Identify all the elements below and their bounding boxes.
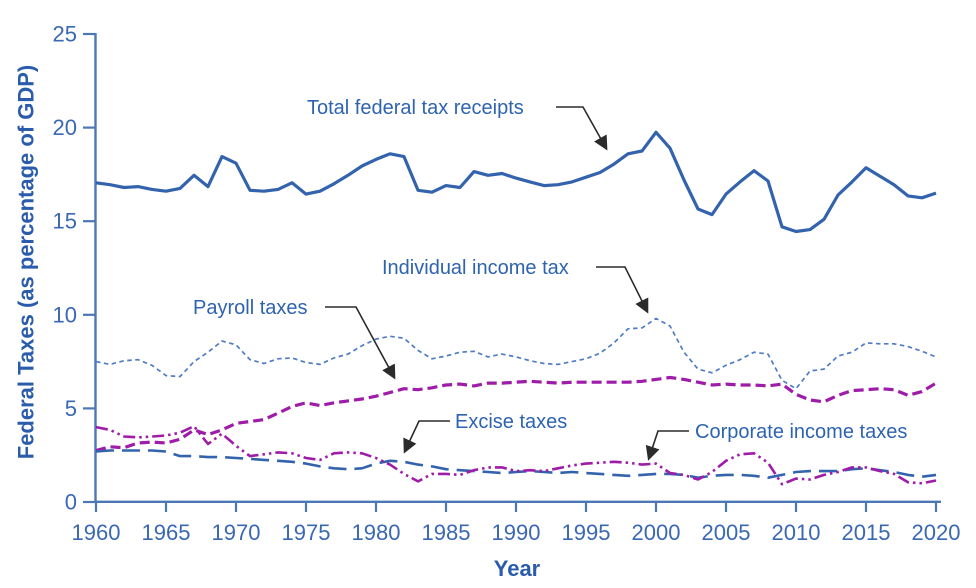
callout-arrow-individual-income-tax — [596, 266, 649, 314]
x-tick-label: 1965 — [142, 520, 191, 545]
x-tick-label: 1970 — [212, 520, 261, 545]
callout-arrow-corporate-income-taxes — [645, 430, 689, 461]
x-tick-label: 2000 — [632, 520, 681, 545]
annotation-label-total-federal-tax-receipts: Total federal tax receipts — [307, 97, 524, 119]
x-tick-label: 2015 — [842, 520, 891, 545]
series-line-excise-taxes — [95, 449, 937, 479]
x-axis-title: Year — [494, 556, 541, 581]
y-tick-label: 5 — [65, 396, 77, 421]
callout-arrow-payroll-taxes — [325, 306, 396, 380]
x-tick-label: 2020 — [912, 520, 961, 545]
y-tick-label: 15 — [53, 209, 77, 234]
y-tick-label: 25 — [53, 22, 77, 47]
series-line-individual-income-tax — [95, 317, 937, 390]
axes — [94, 33, 941, 503]
x-tick-label: 1990 — [492, 520, 541, 545]
callout-arrow-excise-taxes — [403, 420, 450, 454]
y-tick-label: 20 — [53, 115, 77, 140]
series-annotations: Total federal tax receipts Individual inc… — [193, 97, 907, 461]
x-tick-label: 1975 — [282, 520, 331, 545]
annotation-label-individual-income-tax: Individual income tax — [382, 257, 569, 279]
y-axis-ticks: 0 5 10 15 20 25 — [53, 22, 96, 515]
annotation-label-excise-taxes: Excise taxes — [455, 411, 567, 433]
x-tick-label: 1995 — [562, 520, 611, 545]
y-tick-label: 0 — [65, 490, 77, 515]
series-lines — [95, 130, 937, 486]
series-line-total-federal-tax-receipts — [95, 130, 937, 234]
series-line-corporate-income-taxes — [95, 424, 937, 486]
callout-arrow-total-federal-tax-receipts — [556, 106, 608, 151]
annotation-label-corporate-income-taxes: Corporate income taxes — [695, 421, 907, 443]
x-tick-label: 2010 — [772, 520, 821, 545]
x-axis-ticks: 1960 1965 1970 1975 1980 1985 1990 1995 2000 2005… — [72, 502, 961, 545]
x-tick-label: 1960 — [72, 520, 121, 545]
y-axis-title: Federal Taxes (as percentage of GDP) — [14, 65, 39, 460]
x-tick-label: 1980 — [352, 520, 401, 545]
x-tick-label: 1985 — [422, 520, 471, 545]
x-tick-label: 2005 — [702, 520, 751, 545]
y-tick-label: 10 — [53, 302, 77, 327]
annotation-label-payroll-taxes: Payroll taxes — [193, 297, 308, 319]
